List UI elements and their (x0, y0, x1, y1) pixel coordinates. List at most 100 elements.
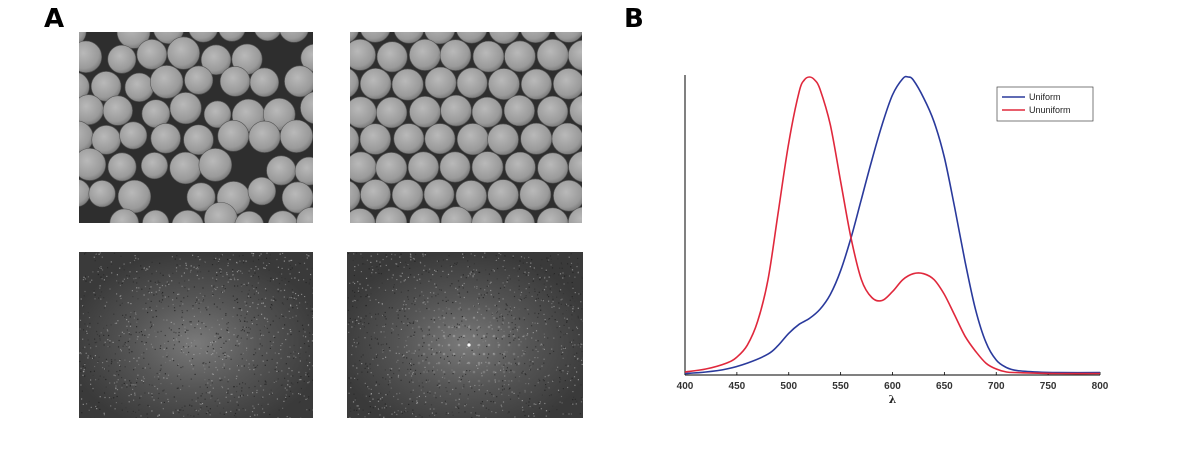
noise-speck (467, 266, 469, 268)
noise-speck (400, 253, 402, 255)
noise-speck (264, 326, 266, 328)
noise-speck (392, 274, 394, 276)
noise-speck (385, 254, 387, 256)
sphere (79, 148, 107, 181)
noise-speck (517, 356, 519, 358)
noise-speck (535, 346, 537, 348)
noise-speck (474, 255, 476, 257)
noise-speck (478, 384, 480, 387)
noise-speck (391, 327, 393, 330)
noise-speck (397, 317, 399, 319)
noise-speck (521, 355, 523, 357)
noise-speck (495, 259, 497, 261)
noise-speck (287, 384, 289, 386)
noise-speck (566, 309, 568, 312)
noise-speck (354, 363, 356, 365)
noise-speck (159, 347, 161, 349)
noise-speck (142, 382, 145, 384)
noise-speck (347, 309, 349, 311)
noise-speck (435, 270, 437, 272)
noise-speck (99, 396, 101, 398)
noise-speck (240, 270, 242, 272)
diffraction-spot (457, 325, 461, 329)
noise-speck (156, 283, 158, 286)
noise-speck (279, 271, 281, 273)
noise-speck (552, 298, 554, 300)
noise-speck (118, 335, 120, 337)
noise-speck (513, 306, 516, 309)
noise-speck (383, 331, 385, 333)
noise-speck (436, 352, 438, 354)
sphere (471, 207, 503, 223)
noise-speck (206, 350, 208, 353)
noise-speck (265, 381, 267, 383)
noise-speck (416, 400, 418, 402)
noise-speck (84, 253, 86, 255)
noise-speck (429, 408, 431, 410)
noise-speck (370, 388, 372, 390)
noise-speck (493, 270, 495, 272)
noise-speck (361, 257, 364, 259)
noise-speck (302, 328, 304, 330)
sphere (455, 180, 487, 212)
diffraction-spot (472, 316, 476, 320)
noise-speck (202, 300, 204, 302)
noise-speck (121, 384, 123, 386)
noise-speck (422, 302, 424, 304)
noise-speck (498, 252, 500, 254)
diffraction-spot (437, 361, 441, 365)
noise-speck (552, 296, 554, 298)
noise-speck (206, 406, 208, 408)
noise-speck (560, 303, 562, 305)
noise-speck (143, 294, 145, 296)
noise-speck (234, 327, 236, 329)
noise-speck (485, 340, 487, 342)
noise-speck (459, 302, 461, 304)
noise-speck (141, 334, 143, 336)
noise-speck (171, 280, 173, 282)
noise-speck (444, 324, 446, 326)
noise-speck (166, 352, 168, 354)
noise-speck (473, 305, 475, 307)
noise-speck (486, 310, 488, 312)
noise-speck (356, 367, 358, 369)
noise-speck (435, 286, 437, 288)
noise-speck (507, 277, 509, 279)
noise-speck (458, 324, 460, 326)
noise-speck (218, 337, 220, 340)
noise-speck (288, 367, 290, 369)
noise-speck (309, 335, 311, 337)
noise-speck (545, 271, 547, 273)
noise-speck (530, 391, 532, 393)
noise-speck (507, 314, 509, 316)
noise-speck (173, 307, 176, 309)
noise-speck (290, 331, 292, 333)
noise-speck (229, 368, 231, 370)
noise-speck (577, 307, 579, 309)
noise-speck (391, 332, 393, 334)
noise-speck (287, 333, 289, 335)
noise-speck (405, 304, 407, 306)
noise-speck (458, 403, 460, 405)
noise-speck (370, 393, 372, 395)
noise-speck (236, 336, 238, 338)
noise-speck (358, 291, 360, 293)
noise-speck (116, 274, 118, 276)
noise-speck (263, 411, 265, 414)
noise-speck (401, 308, 403, 310)
diffraction-spot (487, 307, 491, 311)
noise-speck (100, 298, 102, 300)
sphere (117, 179, 152, 214)
noise-speck (214, 361, 216, 363)
noise-speck (349, 282, 351, 284)
noise-speck (514, 416, 516, 418)
sphere (519, 178, 552, 211)
noise-speck (545, 323, 547, 325)
noise-speck (269, 280, 271, 282)
noise-speck (505, 370, 507, 372)
sphere (219, 66, 251, 97)
diffraction-spot (507, 379, 511, 383)
noise-speck (410, 370, 412, 372)
noise-speck (580, 401, 583, 403)
noise-speck (404, 310, 406, 312)
